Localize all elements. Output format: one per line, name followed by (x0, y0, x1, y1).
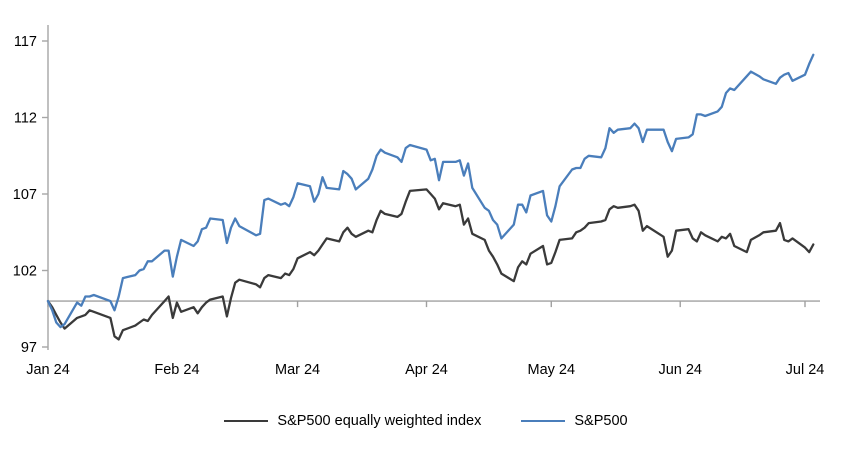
plot-area: 97 102 107 112 117 Jan 24 Feb 24 Mar 24 Apr 24 Ma… (13, 25, 825, 378)
x-tick-label: Jul 24 (786, 362, 825, 378)
x-tick-label: Jun 24 (658, 362, 702, 378)
legend-label-equal-weight: S&P500 equally weighted index (277, 413, 482, 429)
x-tick-label: May 24 (527, 362, 575, 378)
y-tick-label: 107 (13, 187, 37, 203)
y-tick-label: 97 (21, 340, 37, 356)
y-tick-label: 102 (13, 264, 37, 280)
sp500-series-line (46, 53, 815, 329)
legend-item-equal-weight: S&P500 equally weighted index (224, 413, 481, 429)
equal-weight-line-swatch (224, 420, 269, 422)
y-tick-label: 117 (14, 34, 37, 50)
x-tick-label: Apr 24 (405, 362, 448, 378)
x-tick-label: Mar 24 (275, 362, 320, 378)
sp500-line-swatch (521, 420, 566, 422)
legend-label-sp500: S&P500 (574, 413, 628, 429)
y-tick-label: 112 (14, 111, 37, 127)
legend-item-sp500: S&P500 (521, 413, 628, 429)
legend: S&P500 equally weighted index S&P500 (0, 413, 852, 429)
x-tick-label: Jan 24 (26, 362, 70, 378)
x-tick-label: Feb 24 (154, 362, 199, 378)
equal-weight-series-line (46, 188, 815, 341)
